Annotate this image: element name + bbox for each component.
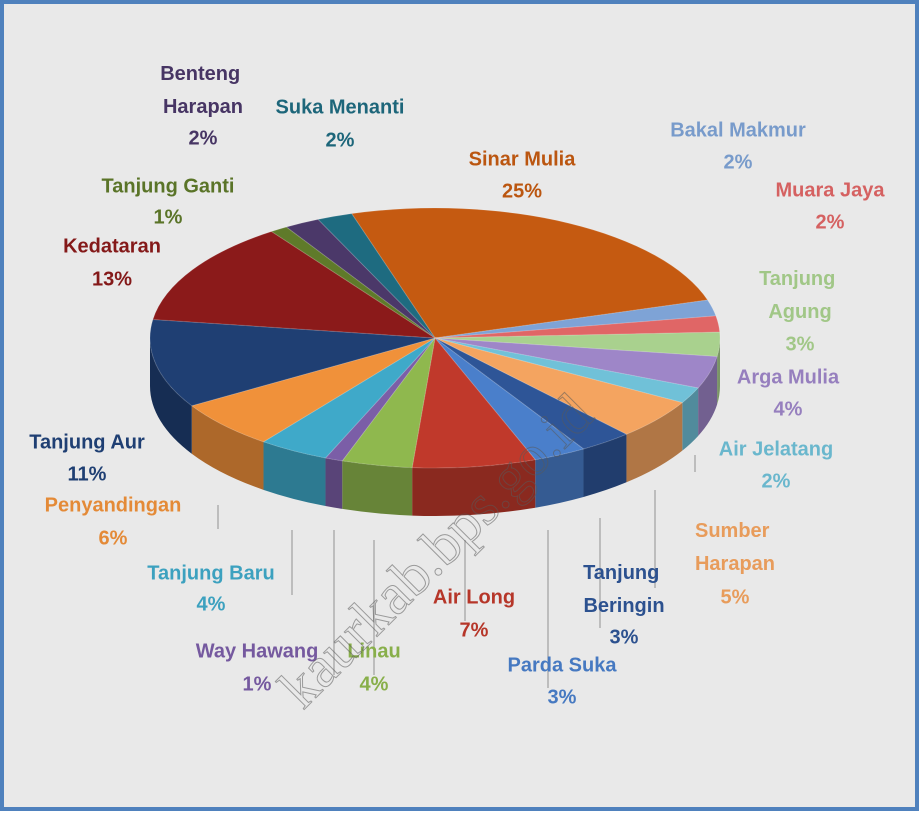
value-label: 3%	[548, 686, 577, 708]
label-line: Agung	[768, 301, 831, 323]
label-line: Tanjung	[583, 562, 665, 584]
category-label: Tanjung Ganti	[102, 175, 235, 197]
slice-side	[583, 434, 627, 497]
slice	[317, 213, 436, 339]
slice-side	[325, 458, 343, 509]
value-label: 2%	[326, 129, 355, 151]
value-label: 3%	[610, 626, 639, 648]
slice	[434, 337, 700, 404]
category-label: Tanjung Baru	[147, 562, 274, 584]
category-label: Benteng Harapan	[160, 63, 246, 118]
value-label: 6%	[99, 527, 128, 549]
slice-side	[150, 338, 192, 454]
category-label: Way Hawang	[196, 640, 319, 662]
slice	[190, 337, 436, 443]
slice	[434, 331, 721, 358]
value-label: 1%	[154, 206, 183, 228]
value-label: 2%	[762, 470, 791, 492]
value-label: 2%	[189, 127, 218, 149]
slice	[434, 337, 585, 461]
value-label: 5%	[721, 586, 750, 608]
slice	[285, 218, 436, 339]
category-label: Linau	[347, 640, 400, 662]
value-label: 4%	[774, 398, 803, 420]
value-label: 3%	[786, 333, 815, 355]
category-label: Arga Mulia	[737, 366, 840, 388]
category-label: Tanjung Aur	[29, 431, 145, 453]
value-label: 11%	[68, 463, 107, 485]
slice	[149, 318, 436, 407]
value-label: 1%	[243, 673, 272, 695]
slice-side	[535, 448, 584, 508]
slice	[270, 226, 436, 339]
category-label: Air Long	[433, 586, 515, 608]
label-line: Sumber	[695, 520, 775, 542]
label-line: Beringin	[583, 595, 664, 617]
value-label: 13%	[92, 268, 132, 290]
slice-side	[412, 459, 536, 516]
category-label: Tanjung Agung	[759, 268, 841, 323]
category-label: Penyandingan	[45, 494, 182, 516]
slice	[350, 207, 709, 339]
category-label: Sinar Mulia	[469, 148, 577, 170]
category-label: Muara Jaya	[776, 179, 886, 201]
value-label: 4%	[360, 673, 389, 695]
label-line: Harapan	[695, 553, 775, 575]
label-line: Harapan	[163, 96, 243, 118]
slice-side	[717, 338, 720, 405]
category-label: Suka Menanti	[276, 96, 405, 118]
category-label: Air Jelatang	[719, 438, 833, 460]
slice	[341, 337, 436, 469]
value-label: 25%	[502, 180, 542, 202]
slice	[434, 337, 628, 450]
category-label: Sumber Harapan	[695, 520, 775, 575]
slice-side	[263, 441, 326, 507]
value-label: 7%	[460, 619, 489, 641]
slice	[324, 337, 436, 462]
slice-side	[191, 405, 264, 490]
slice-side	[342, 460, 413, 516]
category-label: Kedataran	[63, 235, 161, 257]
slice-side	[698, 356, 718, 436]
slice	[434, 315, 721, 339]
slice	[434, 337, 718, 389]
category-label: Tanjung Beringin	[583, 562, 665, 617]
slice-side	[626, 402, 683, 483]
slice-side	[682, 387, 699, 451]
slice	[262, 337, 436, 459]
value-label: 2%	[816, 211, 845, 233]
label-line: Benteng	[160, 63, 246, 85]
value-label: 2%	[724, 151, 753, 173]
slice	[434, 299, 717, 339]
value-label: 4%	[197, 593, 226, 615]
label-line: Tanjung	[759, 268, 841, 290]
slice	[152, 230, 437, 339]
category-label: Bakal Makmur	[670, 119, 806, 141]
slice	[434, 337, 684, 435]
category-label: Parda Suka	[508, 654, 618, 676]
slice	[411, 336, 537, 469]
